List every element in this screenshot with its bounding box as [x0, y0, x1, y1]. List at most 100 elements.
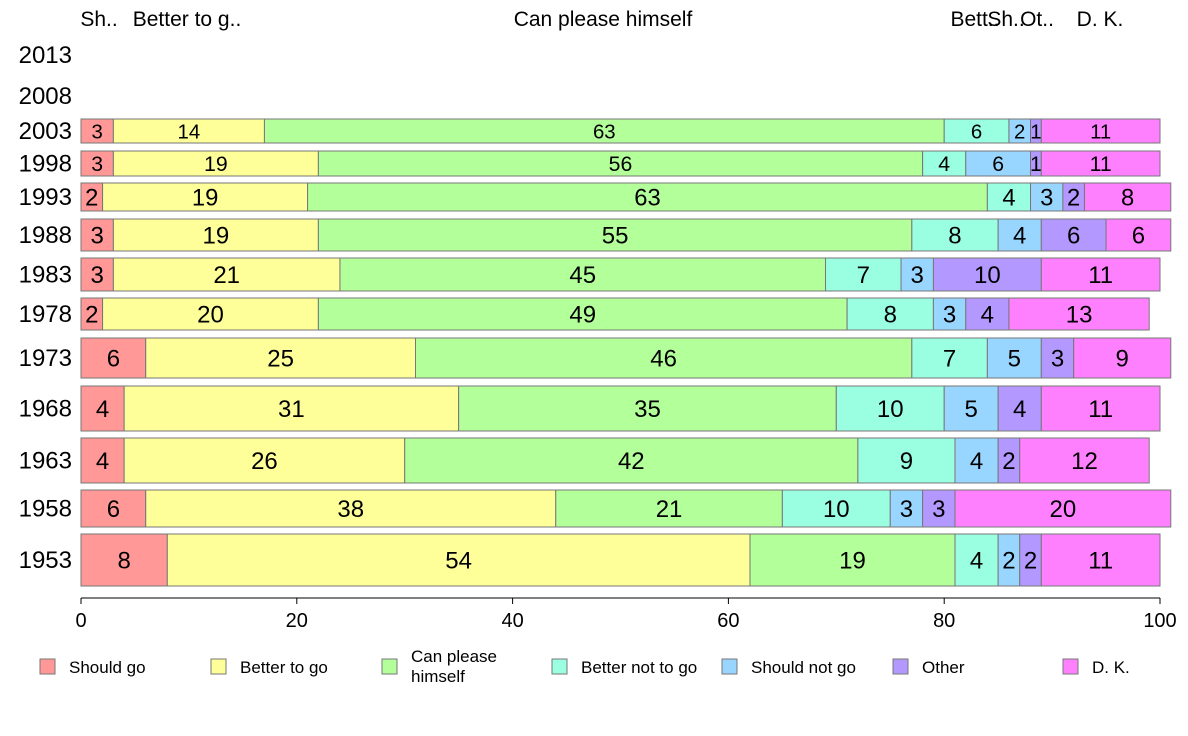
bar-value-label: 19 [203, 223, 230, 250]
top-label: Ot.. [1020, 8, 1054, 31]
bar-value-label: 1 [1030, 152, 1042, 176]
bar-segment [339, 257, 827, 292]
bar-value-label: 4 [96, 448, 109, 475]
bar-value-label: 19 [839, 548, 866, 575]
bar-segment [317, 150, 924, 177]
bar-value-label: 7 [857, 262, 870, 289]
bar-segment [317, 297, 848, 331]
bar-segment [889, 489, 924, 528]
year-label: 1993 [19, 184, 72, 211]
bar-value-label: 2 [1024, 548, 1037, 575]
year-label: 2013 [19, 42, 72, 69]
bar-segment [145, 337, 416, 379]
top-label: Bett.. [950, 8, 999, 31]
bar-value-label: 4 [1013, 223, 1026, 250]
bar-segment [458, 385, 837, 432]
year-label: 1978 [19, 301, 72, 328]
bar-value-label: 21 [213, 262, 240, 289]
bars: 3 14 63 6 2 1 113 19 56 4 6 1 112 19 63 4 3 2 83 19 55 8 4 6 63 2… [80, 118, 1172, 587]
bar-value-label: 63 [634, 185, 660, 212]
legend-label: Can please himself [411, 647, 497, 686]
bar-value-label: 11 [1090, 121, 1111, 143]
bar-value-label: 2 [85, 185, 98, 212]
bar-segment [102, 297, 319, 331]
legend-swatch [39, 658, 56, 675]
bar-value-label: 3 [91, 223, 104, 250]
bar-value-label: 6 [971, 121, 982, 143]
bar-segment [749, 533, 956, 587]
bar-segment [1040, 533, 1161, 587]
bar-segment [123, 385, 460, 432]
legend-swatch [1062, 658, 1079, 675]
year-label: 1958 [19, 496, 72, 523]
bar-value-label: 35 [634, 396, 661, 423]
year-label: 1983 [19, 262, 72, 289]
bar-value-label: 11 [1088, 262, 1113, 289]
bar-value-label: 8 [884, 302, 897, 329]
bar-segment [1105, 218, 1172, 252]
year-label: 1973 [19, 345, 72, 372]
year-label: 1963 [19, 448, 72, 475]
bar-segment [922, 150, 967, 177]
top-labels: Sh.. Better to g.. Can please himself Bett.… [80, 8, 1123, 31]
bar-segment [80, 385, 125, 432]
legend-label: D. K. [1092, 658, 1130, 677]
bar-segment [846, 297, 934, 331]
bar-segment [112, 150, 319, 177]
bar-segment [781, 489, 891, 528]
year-labels: 2013 2008 2003 1998 1993 1988 1983 1978 1973 1968… [19, 42, 72, 574]
bar-value-label: 4 [1013, 396, 1026, 423]
legend-label: Better to go [240, 658, 328, 677]
bar-value-label: 2 [1067, 185, 1080, 212]
bar-segment [145, 489, 557, 528]
bar-segment [123, 437, 406, 484]
top-label: Can please himself [514, 8, 693, 31]
legend: Should go Better to go Can please himself Be… [39, 647, 1130, 686]
bar-value-label: 2 [85, 302, 98, 329]
bar-segment [1040, 118, 1161, 144]
x-tick-label: 0 [75, 610, 86, 632]
bar-value-label: 4 [1002, 185, 1015, 212]
bar-value-label: 3 [900, 496, 913, 523]
year-label: 1953 [19, 547, 72, 574]
bar-value-label: 5 [964, 396, 977, 423]
bar-segment [825, 257, 902, 292]
bar-value-label: 31 [278, 396, 305, 423]
bar-value-label: 49 [569, 302, 596, 329]
bar-value-label: 10 [974, 262, 1001, 289]
bar-value-label: 20 [1050, 496, 1077, 523]
bar-segment [954, 489, 1172, 528]
bar-value-label: 6 [107, 346, 120, 373]
bar-value-label: 6 [992, 152, 1004, 176]
bar-segment [835, 385, 945, 432]
bar-segment [1083, 182, 1172, 212]
legend-swatch [892, 658, 909, 675]
legend-label: Should not go [751, 658, 856, 677]
legend-label: Other [922, 658, 965, 677]
bar-segment [965, 297, 1010, 331]
bar-segment [911, 218, 999, 252]
year-label: 1968 [19, 396, 72, 423]
bar-segment [954, 533, 999, 587]
bar-segment [1040, 257, 1161, 292]
bar-segment [1040, 150, 1161, 177]
bar-value-label: 8 [117, 548, 130, 575]
bar-value-label: 25 [267, 346, 294, 373]
bar-value-label: 5 [1008, 346, 1021, 373]
bar-value-label: 4 [970, 548, 983, 575]
bar-value-label: 8 [1121, 185, 1134, 212]
bar-segment [857, 437, 956, 484]
bar-value-label: 26 [251, 448, 278, 475]
bar-value-label: 3 [91, 152, 103, 176]
bar-value-label: 8 [948, 223, 961, 250]
bar-value-label: 10 [823, 496, 850, 523]
bar-segment [954, 437, 999, 484]
bar-value-label: 3 [932, 496, 945, 523]
bar-segment [986, 337, 1042, 379]
bar-value-label: 12 [1071, 448, 1098, 475]
bar-segment [80, 257, 114, 292]
bar-value-label: 56 [609, 152, 633, 176]
bar-value-label: 3 [92, 121, 103, 143]
bar-value-label: 4 [970, 448, 983, 475]
